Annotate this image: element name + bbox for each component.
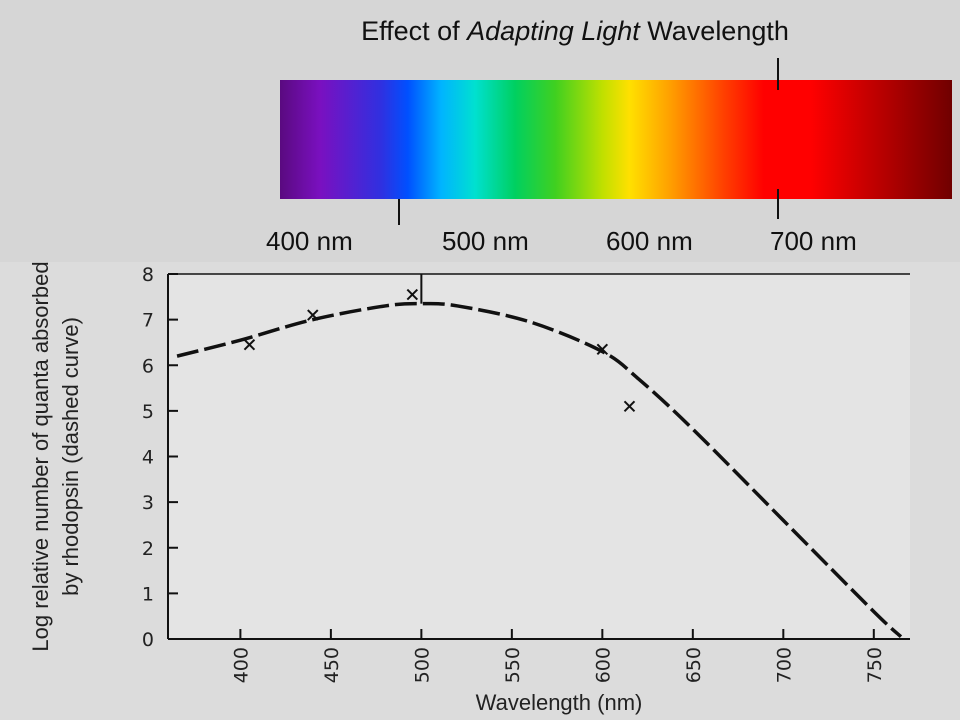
data-point-x-marker [243, 339, 256, 351]
plot-area [168, 274, 910, 639]
title-part-1: Effect of [361, 16, 468, 46]
rhodopsin-dashed-curve [176, 301, 903, 639]
spectrum-label-600: 600 nm [606, 226, 693, 256]
y-tick-label: 5 [142, 401, 154, 423]
x-tick-label: 500 [411, 647, 433, 683]
y-tick-label: 2 [142, 538, 154, 560]
adapting-marker-bottom-red [777, 189, 779, 219]
y-tick-label: 8 [142, 264, 154, 286]
spectrum-label-400: 400 nm [266, 226, 353, 256]
data-point-x-marker [307, 309, 319, 321]
y-tick-label: 0 [142, 629, 154, 651]
x-tick-label: 700 [773, 647, 795, 683]
title-part-3: Wavelength [639, 16, 789, 46]
x-tick-label: 600 [592, 647, 614, 683]
y-axis-title-line: by rhodopsin (dashed curve) [58, 317, 83, 596]
y-axis-title-line: Log relative number of quanta absorbed [28, 262, 53, 652]
adapting-marker-top-red [777, 58, 779, 90]
spectrum-bar [280, 80, 952, 199]
data-point-x-marker [623, 400, 636, 413]
y-tick-label: 7 [142, 310, 154, 332]
data-point-x-marker [596, 343, 609, 355]
data-point-x-marker [406, 288, 419, 301]
y-tick-label: 1 [142, 583, 154, 605]
spectrum-label-700: 700 nm [770, 226, 857, 256]
absorption-chart-panel: 0 1 2 3 4 5 6 7 8 400 450 500 550 600 650 700 750 Wavelen… [0, 262, 960, 720]
x-tick-label: 450 [321, 647, 343, 683]
y-tick-label: 3 [142, 492, 154, 514]
slide-title: Effect of Adapting Light Wavelength [0, 16, 960, 47]
x-tick-label: 650 [683, 647, 705, 683]
spectrum-label-500: 500 nm [442, 226, 529, 256]
spectrum-panel: Effect of Adapting Light Wavelength 400 … [0, 0, 960, 262]
x-tick-label: 750 [864, 647, 886, 683]
x-tick-label: 400 [230, 647, 252, 683]
y-tick-label: 6 [142, 355, 154, 377]
absorption-chart: 0 1 2 3 4 5 6 7 8 400 450 500 550 600 650 700 750 Wavelen… [28, 262, 910, 715]
adapting-marker-bottom-blue [398, 199, 400, 225]
x-tick-label: 550 [502, 647, 524, 683]
x-axis-title: Wavelength (nm) [476, 690, 643, 715]
y-tick-label: 4 [142, 447, 154, 469]
title-part-2: Adapting Light [467, 16, 640, 46]
